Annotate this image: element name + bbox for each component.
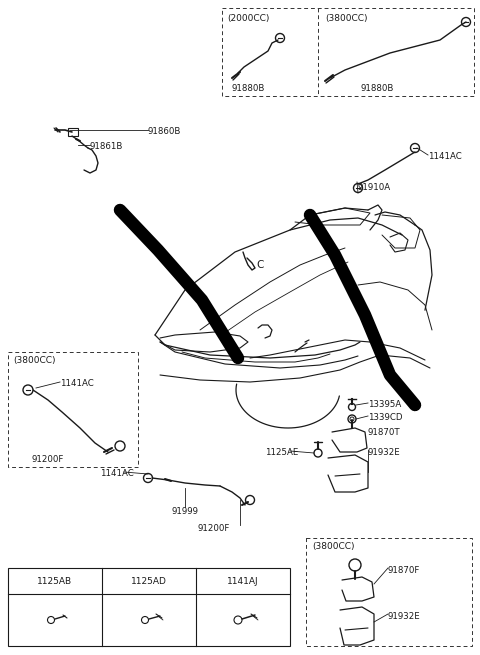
Text: (3800CC): (3800CC) [325,14,368,23]
Text: C: C [256,260,264,270]
Text: 1141AJ: 1141AJ [227,576,259,586]
Text: (3800CC): (3800CC) [312,542,355,551]
Text: 1125AB: 1125AB [37,576,72,586]
Bar [68,128,78,136]
Text: 91880B: 91880B [231,84,264,93]
Text: 91880B: 91880B [360,84,394,93]
Text: 1125AD: 1125AD [131,576,167,586]
Text: 91860B: 91860B [148,127,181,136]
Text: 91910A: 91910A [357,183,390,192]
Text: 13395A: 13395A [368,400,401,409]
Bar [222,8,474,96]
Text: 1141AC: 1141AC [60,379,94,388]
Text: 91200F: 91200F [32,455,64,464]
Text: 91932E: 91932E [368,448,401,457]
Text: 91999: 91999 [172,507,199,516]
Text: 1141AC: 1141AC [100,469,134,478]
Text: 91870F: 91870F [388,566,420,575]
Text: 91932E: 91932E [388,612,421,621]
Text: 1125AE: 1125AE [265,448,299,457]
Text: (2000CC): (2000CC) [227,14,269,23]
Text: 1141AC: 1141AC [428,152,462,161]
Text: 1339CD: 1339CD [368,413,403,422]
Text: 91870T: 91870T [368,428,401,437]
Bar [306,538,472,646]
Text: 91200F: 91200F [198,524,230,533]
Bar [8,568,290,646]
Text: (3800CC): (3800CC) [13,356,56,365]
Text: 91861B: 91861B [90,142,123,151]
Bar [8,352,138,467]
